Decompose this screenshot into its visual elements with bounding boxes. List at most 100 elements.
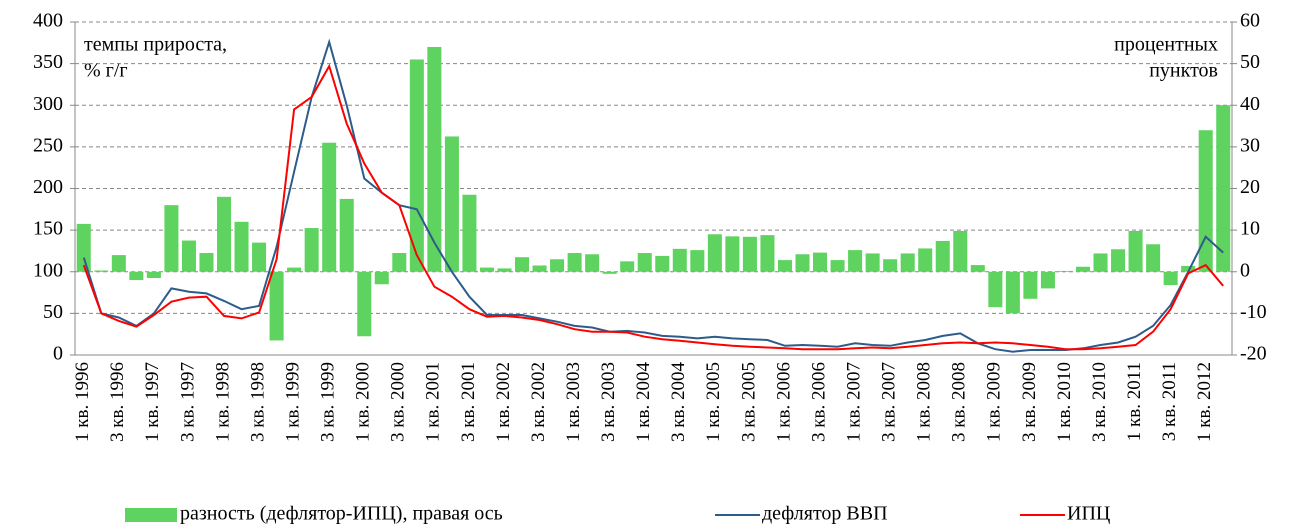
x-tick-label: 1 кв. 2001 bbox=[423, 362, 444, 442]
bar bbox=[1146, 244, 1161, 272]
bar bbox=[199, 253, 214, 272]
x-tick-label: 3 кв. 2002 bbox=[528, 362, 549, 442]
bar bbox=[988, 271, 1003, 308]
bar bbox=[146, 271, 161, 278]
y2-tick-label: 50 bbox=[1240, 51, 1260, 73]
bar bbox=[532, 265, 547, 272]
y-tick-label: 150 bbox=[33, 218, 63, 240]
bar bbox=[883, 259, 898, 272]
bar bbox=[567, 253, 582, 272]
bar bbox=[1111, 249, 1126, 272]
legend-label: ИПЦ bbox=[1067, 503, 1110, 525]
bar bbox=[970, 265, 985, 272]
x-tick-label: 3 кв. 2009 bbox=[1019, 362, 1040, 442]
bar bbox=[813, 252, 828, 272]
bar bbox=[900, 253, 915, 272]
bar bbox=[339, 198, 354, 272]
x-tick-label: 3 кв. 1997 bbox=[177, 362, 198, 442]
x-tick-label: 1 кв. 2011 bbox=[1124, 362, 1145, 441]
bar bbox=[865, 253, 880, 272]
bar bbox=[707, 234, 722, 272]
bar bbox=[479, 267, 494, 272]
bar bbox=[1163, 271, 1178, 286]
right-note: процентных bbox=[1114, 34, 1218, 56]
y-tick-label: 100 bbox=[33, 259, 63, 281]
bar bbox=[1005, 271, 1020, 314]
bar bbox=[620, 261, 635, 272]
bar bbox=[935, 240, 950, 272]
y-tick-label: 350 bbox=[33, 51, 63, 73]
line bbox=[82, 38, 1224, 353]
bar bbox=[269, 271, 284, 341]
bar bbox=[216, 196, 232, 272]
bar bbox=[444, 136, 459, 272]
x-tick-label: 1 кв. 2010 bbox=[1054, 362, 1075, 442]
line bbox=[82, 63, 1224, 351]
legend-swatch bbox=[125, 508, 177, 522]
bar bbox=[1181, 265, 1196, 272]
x-tick-label: 1 кв. 2003 bbox=[563, 362, 584, 442]
x-tick-label: 1 кв. 1998 bbox=[212, 362, 233, 442]
right-note: пунктов bbox=[1149, 60, 1218, 82]
bar bbox=[94, 270, 109, 272]
bar bbox=[1075, 266, 1091, 272]
bar bbox=[918, 248, 933, 272]
x-tick-label: 1 кв. 2006 bbox=[773, 362, 794, 442]
bar bbox=[357, 271, 372, 337]
x-tick-label: 3 кв. 1996 bbox=[107, 362, 128, 442]
bar bbox=[550, 259, 565, 272]
x-tick-label: 1 кв. 2009 bbox=[984, 362, 1005, 442]
y2-tick-label: 60 bbox=[1240, 10, 1260, 32]
x-tick-label: 1 кв. 1996 bbox=[72, 362, 93, 442]
x-tick-label: 1 кв. 2002 bbox=[493, 362, 514, 442]
bar bbox=[742, 236, 757, 272]
bar bbox=[111, 255, 126, 272]
bar bbox=[129, 271, 144, 281]
y2-tick-label: 10 bbox=[1240, 218, 1260, 240]
x-tick-label: 3 кв. 2003 bbox=[598, 362, 619, 442]
bar bbox=[287, 267, 302, 272]
x-tick-label: 3 кв. 2004 bbox=[668, 362, 689, 442]
bar bbox=[690, 250, 705, 272]
y-tick-label: 300 bbox=[33, 93, 63, 115]
y-tick-label: 50 bbox=[43, 301, 63, 323]
bar bbox=[427, 46, 442, 272]
bar bbox=[374, 271, 389, 285]
x-tick-label: 1 кв. 2000 bbox=[353, 362, 374, 442]
bar bbox=[1093, 253, 1108, 272]
x-tick-label: 3 кв. 2007 bbox=[879, 362, 900, 442]
bar bbox=[725, 236, 740, 272]
bar bbox=[1058, 270, 1073, 272]
y2-tick-label: 20 bbox=[1240, 176, 1260, 198]
x-tick-label: 3 кв. 2005 bbox=[738, 362, 759, 442]
bar bbox=[322, 142, 337, 272]
x-tick-label: 1 кв. 2008 bbox=[914, 362, 935, 442]
y-tick-label: 200 bbox=[33, 176, 63, 198]
bar bbox=[497, 268, 512, 272]
bar bbox=[602, 271, 617, 274]
bar bbox=[953, 230, 968, 272]
bar bbox=[672, 248, 687, 272]
x-tick-label: 3 кв. 1998 bbox=[247, 362, 268, 442]
y2-tick-label: 40 bbox=[1240, 93, 1260, 115]
x-tick-label: 1 кв. 2005 bbox=[703, 362, 724, 442]
bar bbox=[637, 253, 652, 272]
bar bbox=[848, 250, 863, 272]
x-tick-label: 1 кв. 1997 bbox=[142, 362, 163, 442]
bar bbox=[76, 223, 91, 272]
x-tick-label: 3 кв. 2008 bbox=[949, 362, 970, 442]
y-tick-label: 400 bbox=[33, 10, 63, 32]
x-tick-label: 3 кв. 2006 bbox=[808, 362, 829, 442]
bar bbox=[1023, 271, 1038, 299]
bar bbox=[409, 59, 424, 272]
left-note: темпы прироста, bbox=[84, 34, 227, 56]
x-tick-label: 3 кв. 2011 bbox=[1159, 362, 1180, 441]
x-tick-label: 1 кв. 2012 bbox=[1194, 362, 1215, 442]
bar bbox=[1128, 230, 1143, 272]
bar bbox=[1040, 271, 1055, 289]
y-tick-label: 250 bbox=[33, 134, 63, 156]
bar bbox=[585, 254, 600, 272]
bar bbox=[760, 235, 775, 272]
bar bbox=[252, 242, 267, 272]
